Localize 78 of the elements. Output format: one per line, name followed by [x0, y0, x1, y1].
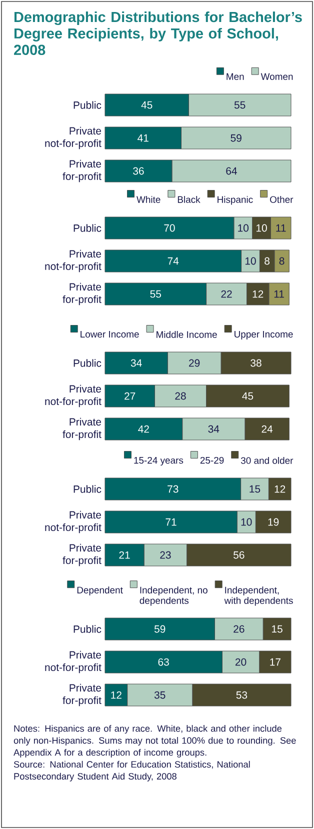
- y-tick-label: Public: [74, 224, 102, 232]
- legend-label: Black: [178, 196, 200, 203]
- data-label: 23: [160, 551, 171, 559]
- y-tick-label: Private for-profit: [62, 544, 102, 566]
- data-label: 34: [208, 425, 220, 433]
- legend-label: Upper Income: [234, 330, 293, 340]
- legend-label: 15-24 years: [134, 456, 184, 466]
- data-label: 19: [268, 518, 279, 526]
- data-label: 15: [250, 485, 260, 493]
- legend-label: 30 and older: [240, 456, 294, 464]
- legend-label: Independent, with dependents: [224, 586, 293, 606]
- data-label: 63: [158, 658, 169, 666]
- data-label: 38: [250, 359, 262, 367]
- legend-label: Other: [270, 196, 294, 203]
- data-label: 20: [235, 658, 246, 666]
- y-tick-label: Public: [74, 101, 102, 109]
- chart-title: Demographic Distributions for Bachelor’s Degree Recipients, by Type of School, 2008: [14, 12, 302, 56]
- data-label: 21: [119, 551, 130, 559]
- data-label: 59: [154, 625, 166, 633]
- data-label: 28: [175, 392, 186, 400]
- text: Notes: Hispanics are of any race. White, black and other include only non-Hispanics. Sums may not total 100% due to rounding. See Appendix A for a description of income groups.: [14, 725, 296, 758]
- data-label: 35: [154, 691, 166, 699]
- data-label: 11: [276, 224, 286, 232]
- y-tick-label: Public: [74, 485, 102, 493]
- y-tick-label: Private not-for-profit: [45, 650, 102, 674]
- data-label: 29: [189, 359, 200, 367]
- data-label: 70: [164, 224, 175, 232]
- data-label: 59: [230, 134, 242, 142]
- data-label: 12: [252, 290, 264, 298]
- data-label: 22: [221, 290, 232, 298]
- legend-label: White: [136, 196, 160, 203]
- y-tick-label: Private for-profit: [62, 282, 102, 306]
- data-label: 12: [111, 691, 122, 699]
- data-label: 64: [226, 167, 237, 175]
- data-label: 12: [274, 485, 286, 493]
- data-label: 27: [124, 392, 136, 400]
- data-label: 15: [272, 625, 282, 633]
- data-label: 74: [168, 257, 179, 265]
- y-tick-label: Private not-for-profit: [45, 126, 102, 150]
- legend-label: Independent, no dependents: [140, 586, 208, 606]
- data-label: 11: [274, 290, 284, 298]
- data-label: 8: [279, 257, 284, 265]
- data-label: 71: [166, 518, 176, 526]
- legend-label: Hispanic: [218, 196, 253, 205]
- y-tick-label: Private not-for-profit: [45, 510, 102, 534]
- data-label: 55: [234, 101, 246, 109]
- y-tick-label: Private not-for-profit: [45, 250, 102, 272]
- data-label: 42: [138, 425, 149, 433]
- data-label: 36: [133, 167, 144, 175]
- data-label: 24: [262, 425, 273, 433]
- data-label: 10: [241, 518, 252, 526]
- data-label: 8: [264, 257, 270, 265]
- y-tick-label: Private not-for-profit: [45, 384, 102, 408]
- data-label: 53: [236, 691, 248, 699]
- data-label: 34: [130, 359, 142, 367]
- data-label: 26: [234, 625, 244, 633]
- source-note: Source: National Center for Education Statistics, National Postsecondary Student Aid Study, 2008: [14, 760, 250, 782]
- data-label: 73: [168, 485, 178, 493]
- legend-label: Dependent: [77, 586, 123, 596]
- legend-label: Lower Income: [80, 330, 139, 338]
- y-tick-label: Private for-profit: [62, 160, 102, 182]
- y-tick-label: Public: [74, 625, 102, 633]
- data-label: 10: [238, 224, 249, 232]
- legend-label: Men: [226, 73, 244, 80]
- y-tick-label: Public: [74, 359, 102, 367]
- data-label: 10: [256, 224, 267, 232]
- legend-label: 25-29: [200, 456, 224, 464]
- data-label: 45: [141, 101, 152, 109]
- data-label: 55: [150, 290, 162, 298]
- y-tick-label: Private for-profit: [62, 684, 102, 706]
- data-label: 45: [242, 392, 254, 400]
- legend-label: Women: [260, 73, 293, 80]
- y-tick-label: Private for-profit: [62, 418, 102, 440]
- data-label: 56: [234, 551, 244, 559]
- legend-label: Middle Income: [156, 330, 217, 338]
- data-label: 41: [138, 134, 148, 142]
- data-label: 17: [270, 658, 280, 666]
- data-label: 10: [245, 257, 256, 265]
